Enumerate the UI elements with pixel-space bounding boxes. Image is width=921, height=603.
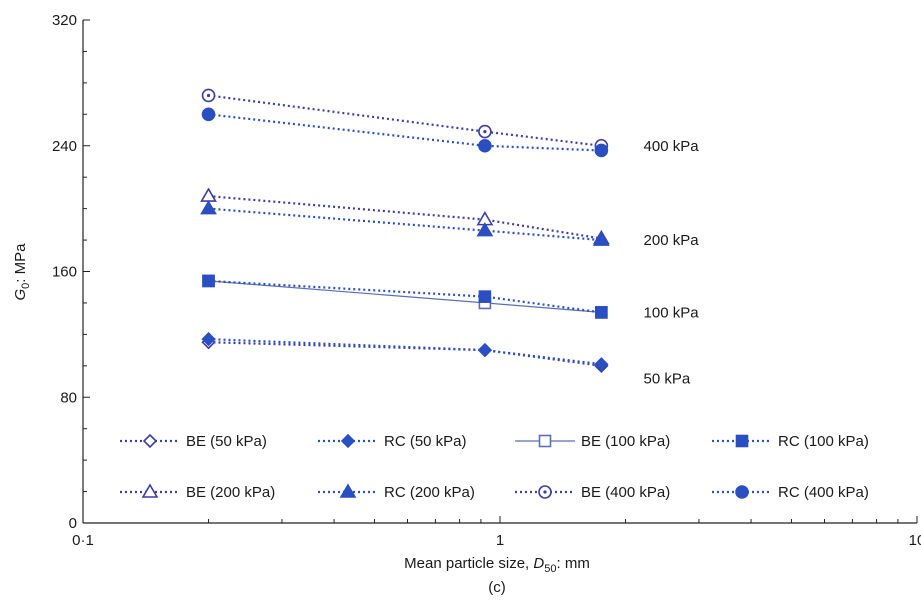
y-tick-label: 80	[60, 389, 77, 406]
legend-item: RC (200 kPa)	[318, 483, 475, 501]
legend-label: RC (50 kPa)	[384, 433, 467, 450]
panel-label: (c)	[488, 579, 506, 596]
legend-label: BE (50 kPa)	[186, 433, 267, 450]
x-tick-label: 10	[909, 532, 921, 549]
series-line	[208, 195, 602, 240]
series-line	[208, 341, 602, 367]
x-tick-label: 1	[496, 532, 504, 549]
marker-triangle	[141, 483, 159, 498]
y-tick-label: 0	[69, 515, 77, 532]
series-line	[208, 113, 602, 152]
legend-label: RC (100 kPa)	[778, 433, 869, 450]
marker-diamond	[340, 433, 356, 449]
pressure-label: 400 kPa	[644, 138, 700, 155]
marker-square	[538, 434, 552, 448]
marker-square	[595, 306, 608, 319]
y-tick-label: 160	[52, 264, 77, 281]
marker-circle	[478, 138, 492, 153]
legend-item: BE (50 kPa)	[120, 433, 267, 450]
legend-item: BE (100 kPa)	[515, 433, 670, 450]
pressure-label: 50 kPa	[644, 370, 691, 387]
legend-label: BE (200 kPa)	[186, 484, 275, 501]
marker-diamond	[594, 357, 609, 372]
marker-diamond	[477, 342, 493, 358]
marker-triangle	[200, 187, 217, 202]
marker-diamond	[201, 331, 216, 347]
series-lines	[208, 94, 602, 367]
marker-triangle	[200, 200, 217, 215]
y-tick-label: 240	[52, 138, 77, 155]
legend: BE (50 kPa) RC (50 kPa) BE (100 kPa) RC (10…	[120, 433, 869, 501]
legend-item: RC (100 kPa)	[712, 433, 869, 450]
marker-triangle	[339, 483, 357, 498]
marker-diamond	[142, 433, 158, 449]
marker-square	[478, 290, 492, 303]
y-tick-label: 320	[52, 12, 77, 29]
pressure-annotations: 400 kPa 200 kPa 100 kPa 50 kPa	[644, 138, 700, 388]
axes: 0 80 160 240 320 0·1 1 10	[52, 12, 921, 549]
legend-item: BE (200 kPa)	[120, 483, 275, 501]
marker-circle-dot	[206, 93, 211, 98]
x-tick-label: 0·1	[72, 532, 94, 549]
marker-circle-dot	[543, 490, 547, 494]
series-line	[208, 280, 602, 313]
legend-label: BE (100 kPa)	[581, 433, 670, 450]
series-line	[208, 94, 602, 147]
legend-item: BE (400 kPa)	[515, 484, 670, 501]
series-line	[208, 207, 602, 242]
x-axis-label: Mean particle size, D50: mm	[404, 555, 590, 575]
legend-label: BE (400 kPa)	[581, 484, 670, 501]
legend-item: RC (400 kPa)	[712, 484, 869, 501]
series-markers	[200, 88, 610, 373]
legend-item: RC (50 kPa)	[318, 433, 467, 450]
axis-labels: Mean particle size, D50: mm (c) G0: MPa	[12, 243, 590, 596]
marker-square	[202, 274, 215, 288]
pressure-label: 200 kPa	[644, 232, 700, 249]
marker-triangle	[476, 222, 494, 237]
marker-circle	[201, 107, 216, 122]
legend-label: RC (400 kPa)	[778, 484, 869, 501]
marker-triangle	[592, 231, 610, 246]
series-line	[208, 338, 602, 366]
legend-label: RC (200 kPa)	[384, 484, 475, 501]
marker-circle	[735, 485, 749, 499]
marker-square	[735, 434, 749, 448]
marker-circle-dot	[483, 130, 487, 134]
marker-circle	[594, 143, 609, 158]
y-axis-label: G0: MPa	[12, 243, 32, 301]
pressure-label: 100 kPa	[644, 304, 700, 321]
